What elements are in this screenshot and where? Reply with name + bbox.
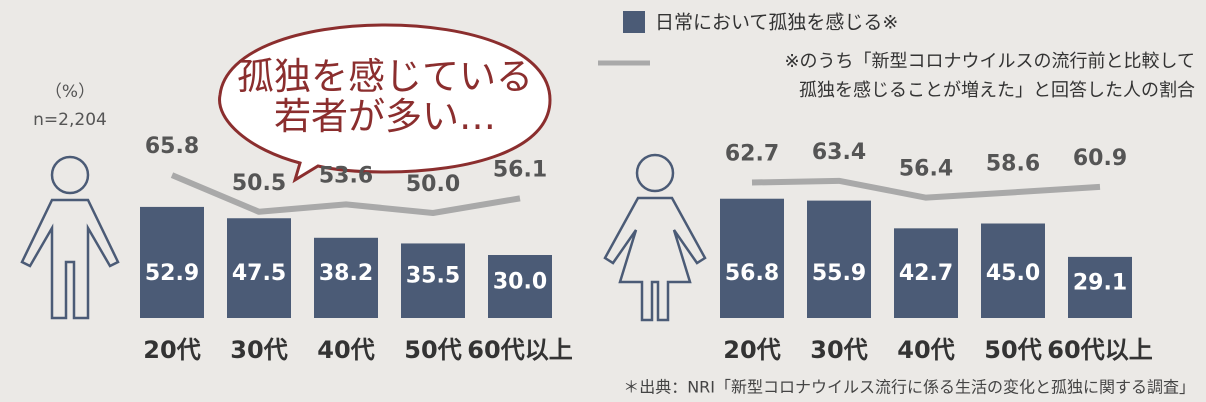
bar [140, 206, 204, 318]
bar [488, 255, 552, 318]
bar-value-label: 42.7 [899, 261, 953, 286]
line-series [170, 172, 521, 216]
bar [720, 198, 784, 318]
bar-value-label: 30.0 [493, 270, 547, 295]
line-value-label: 50.0 [406, 172, 460, 197]
x-tick-label: 50代 [984, 336, 1041, 364]
line-value-label: 63.4 [812, 140, 866, 165]
x-tick-label: 30代 [230, 336, 287, 364]
x-tick-label: 40代 [317, 336, 374, 364]
bar [1068, 256, 1132, 318]
legend-swatch [623, 11, 645, 33]
x-tick-label: 60代以上 [1047, 336, 1152, 364]
x-tick-label: 20代 [723, 336, 780, 364]
bar-value-label: 47.5 [232, 261, 286, 286]
x-tick-label: 20代 [143, 336, 200, 364]
bubble-text: 孤独を感じている若者が多い… [237, 55, 533, 138]
x-tick-label: 50代 [404, 336, 461, 364]
bar-value-label: 38.2 [319, 261, 373, 286]
unit-label: （%） [45, 82, 95, 102]
male-icon [20, 155, 120, 320]
bar-value-label: 29.1 [1073, 270, 1127, 295]
x-tick-label: 30代 [810, 336, 867, 364]
legend-label: 日常において孤独を感じる※ [655, 12, 898, 34]
bar-value-label: 45.0 [986, 261, 1040, 286]
bar-value-label: 35.5 [406, 264, 460, 289]
bar [227, 218, 291, 318]
line-value-label: 62.7 [725, 142, 779, 167]
line-value-label: 56.4 [899, 157, 953, 182]
sample-size: n=2,204 [33, 110, 107, 130]
line-series [751, 177, 1101, 201]
bar [894, 228, 958, 318]
x-tick-label: 60代以上 [467, 336, 572, 364]
bar-value-label: 52.9 [145, 261, 199, 286]
legend-label: ※のうち「新型コロナウイルスの流行前と比較して孤独を感じることが増えた」と回答し… [784, 51, 1195, 101]
line-value-label: 50.5 [232, 171, 286, 196]
line-value-label: 58.6 [986, 151, 1040, 176]
line-value-label: 65.8 [145, 134, 199, 159]
bar [401, 243, 465, 318]
bar [807, 200, 871, 318]
x-tick-label: 40代 [897, 336, 954, 364]
bar [314, 237, 378, 318]
source-note: ＊出典：NRI「新型コロナウイルス流行に係る生活の変化と孤独に関する調査」 [623, 378, 1195, 397]
bar-value-label: 56.8 [725, 261, 779, 286]
line-value-label: 56.1 [493, 157, 547, 182]
female-icon [603, 153, 707, 322]
line-value-label: 53.6 [319, 163, 373, 188]
speech-bubble [218, 23, 552, 184]
line-value-label: 60.9 [1073, 146, 1127, 171]
bar [981, 223, 1045, 318]
bar-value-label: 55.9 [812, 261, 866, 286]
